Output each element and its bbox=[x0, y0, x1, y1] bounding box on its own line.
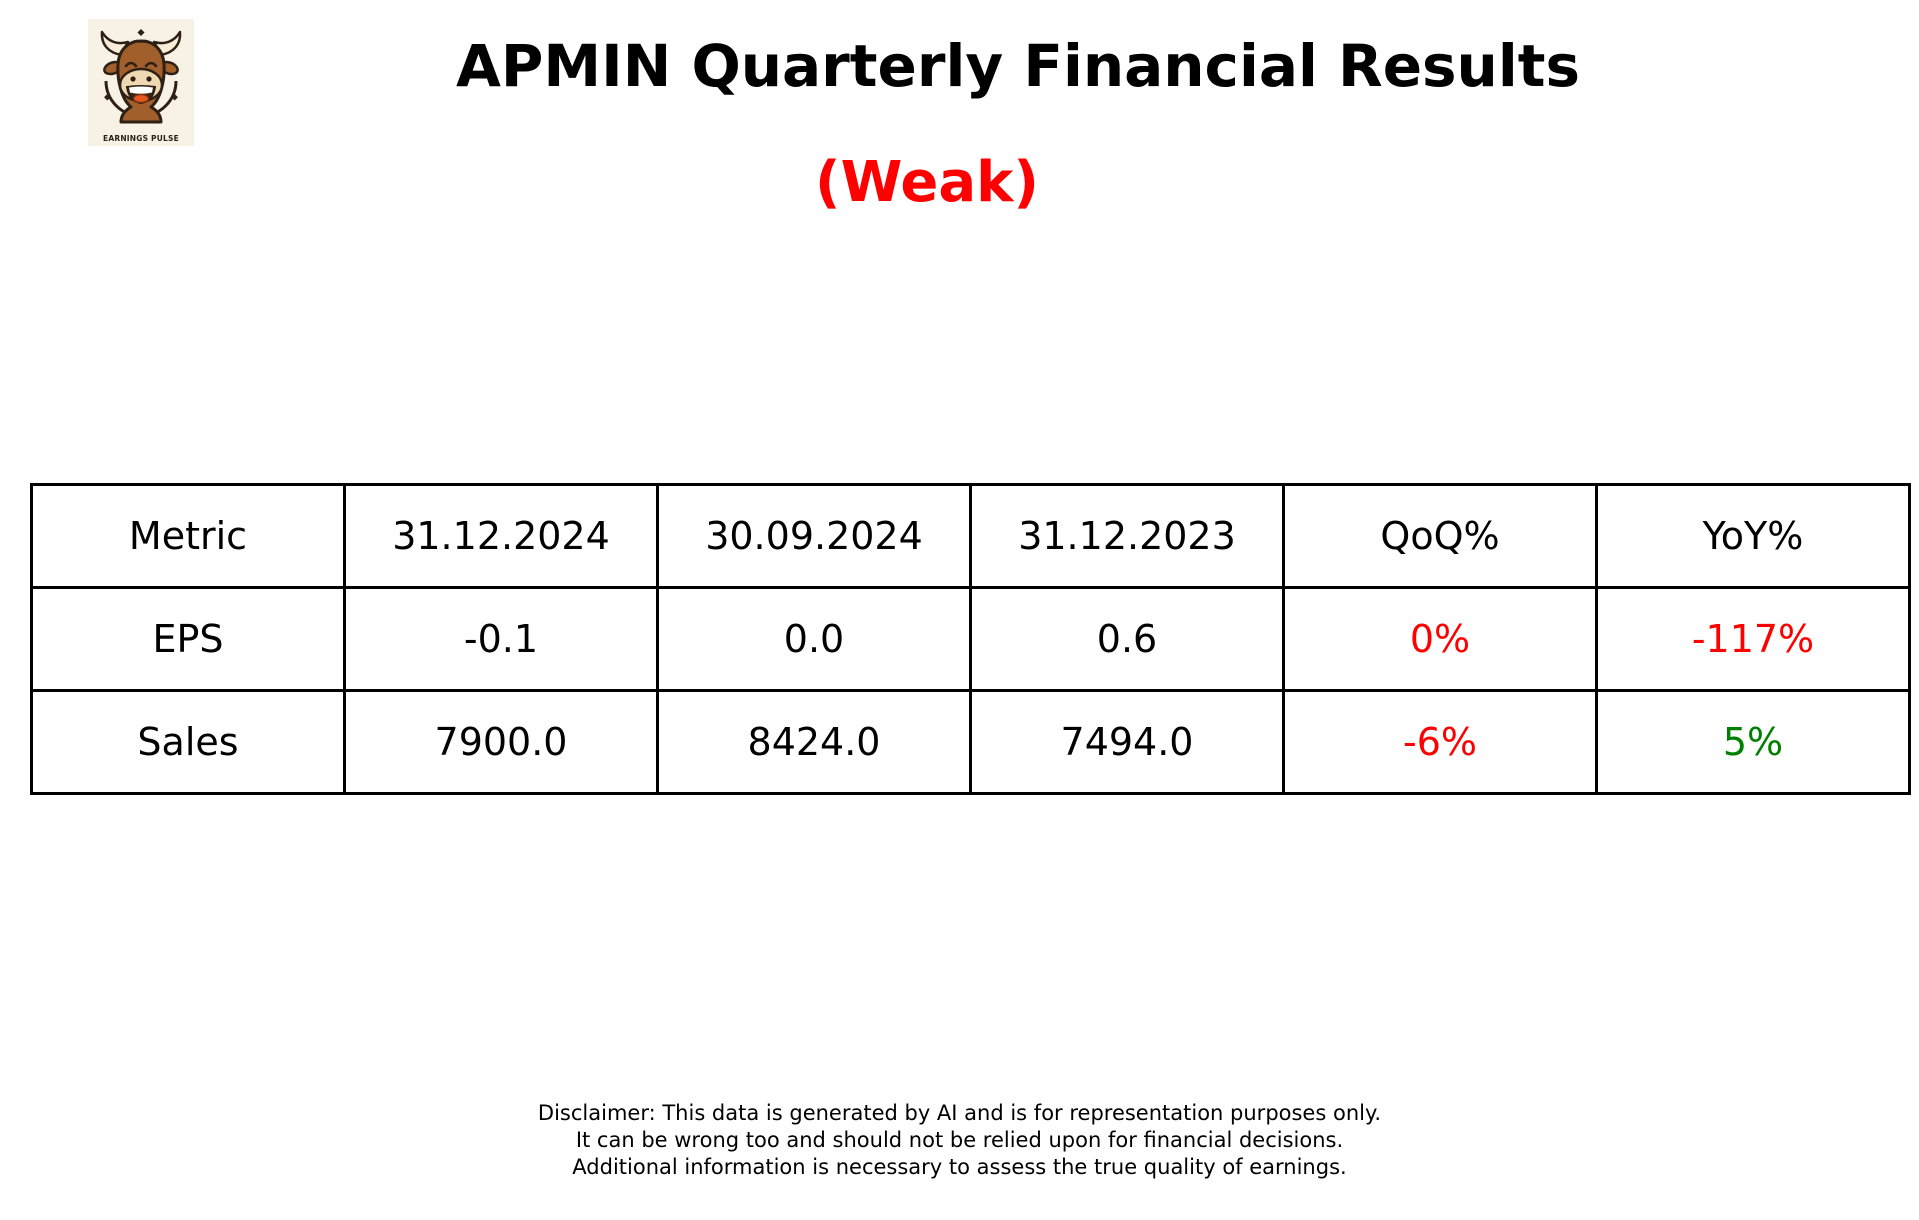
table-header-row: Metric 31.12.2024 30.09.2024 31.12.2023 … bbox=[30, 483, 1911, 589]
qoq-cell: 0% bbox=[1282, 586, 1598, 692]
disclaimer-line: Disclaimer: This data is generated by AI… bbox=[537, 1101, 1382, 1125]
value-cell: 8424.0 bbox=[656, 689, 972, 795]
table-row-sales: Sales 7900.0 8424.0 7494.0 -6% 5% bbox=[30, 689, 1911, 795]
value-cell: 7900.0 bbox=[343, 689, 659, 795]
value-cell: 0.0 bbox=[656, 586, 972, 692]
header-cell-period-1: 31.12.2024 bbox=[343, 483, 659, 589]
metric-cell: Sales bbox=[30, 689, 346, 795]
logo-brand-text: EARNINGS PULSE bbox=[103, 134, 179, 143]
table-row-eps: EPS -0.1 0.0 0.6 0% -117% bbox=[30, 586, 1911, 692]
disclaimer-line: It can be wrong too and should not be re… bbox=[575, 1128, 1344, 1152]
earnings-pulse-logo: EARNINGS PULSE bbox=[88, 19, 194, 146]
value-cell: 0.6 bbox=[969, 586, 1285, 692]
yoy-cell: -117% bbox=[1595, 586, 1911, 692]
header-cell-metric: Metric bbox=[30, 483, 346, 589]
metric-cell: EPS bbox=[30, 586, 346, 692]
value-cell: -0.1 bbox=[343, 586, 659, 692]
bull-mascot-icon: EARNINGS PULSE bbox=[100, 28, 182, 143]
header-cell-qoq: QoQ% bbox=[1282, 483, 1598, 589]
verdict-subtitle: (Weak) bbox=[815, 150, 1039, 215]
yoy-cell: 5% bbox=[1595, 689, 1911, 795]
quarterly-results-table: Metric 31.12.2024 30.09.2024 31.12.2023 … bbox=[30, 483, 1911, 795]
page-title: APMIN Quarterly Financial Results bbox=[456, 32, 1580, 100]
disclaimer-text: Disclaimer: This data is generated by AI… bbox=[538, 1100, 1381, 1181]
value-cell: 7494.0 bbox=[969, 689, 1285, 795]
header-cell-yoy: YoY% bbox=[1595, 483, 1911, 589]
header-cell-period-3: 31.12.2023 bbox=[969, 483, 1285, 589]
disclaimer-line: Additional information is necessary to a… bbox=[572, 1155, 1347, 1179]
qoq-cell: -6% bbox=[1282, 689, 1598, 795]
header-cell-period-2: 30.09.2024 bbox=[656, 483, 972, 589]
